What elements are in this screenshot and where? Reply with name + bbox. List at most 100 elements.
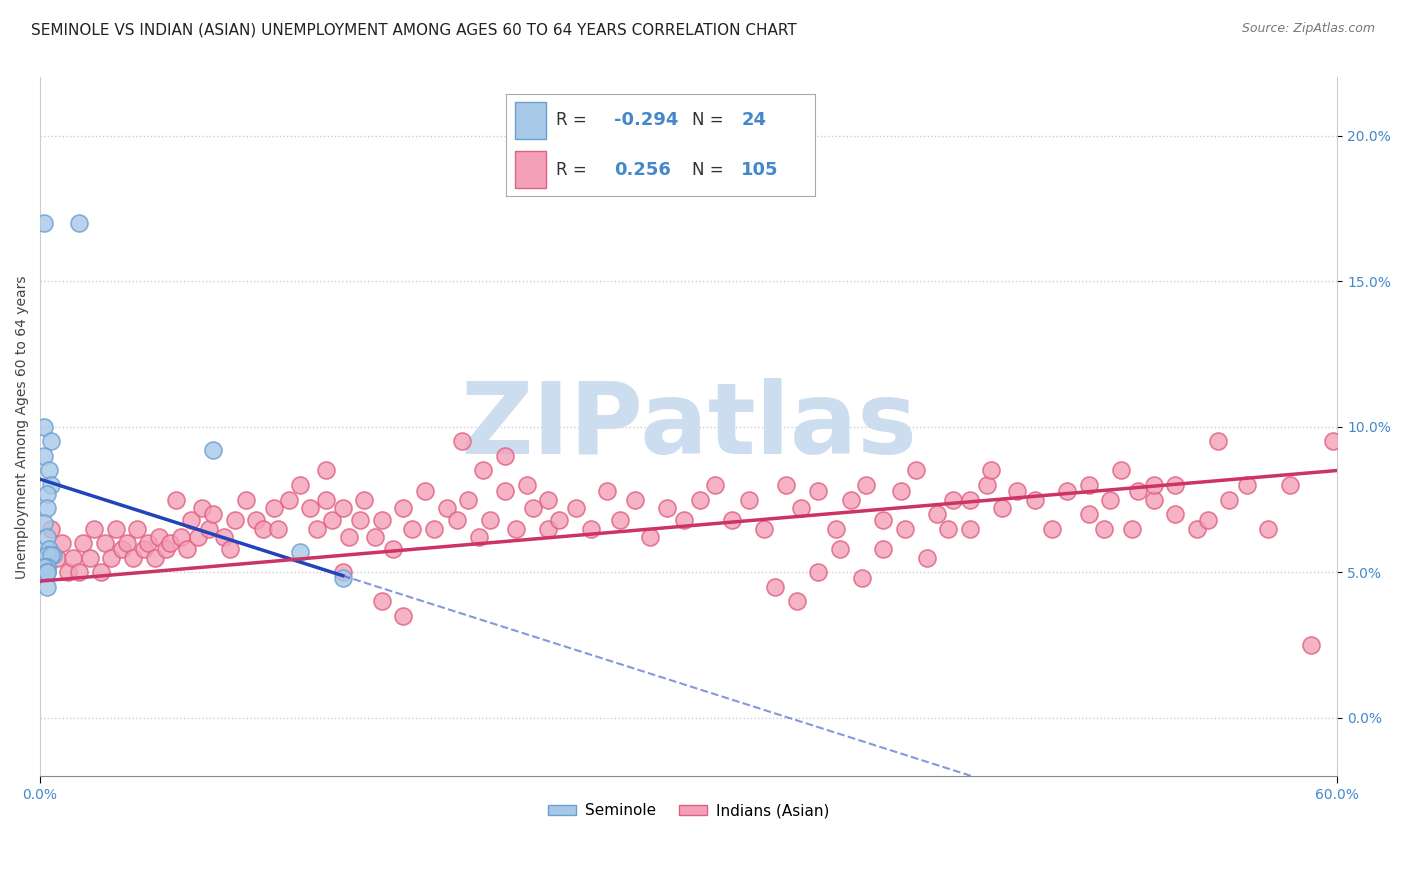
Point bbox=[35, 559, 58, 574]
Point bbox=[39, 434, 62, 449]
Text: R =: R = bbox=[555, 161, 586, 178]
Text: N =: N = bbox=[692, 161, 723, 178]
Point bbox=[457, 492, 479, 507]
Point bbox=[537, 492, 560, 507]
Point bbox=[890, 483, 912, 498]
Point bbox=[915, 550, 938, 565]
Point bbox=[581, 522, 603, 536]
Point bbox=[267, 522, 290, 536]
Point bbox=[67, 566, 90, 580]
Point bbox=[522, 501, 544, 516]
Point bbox=[132, 542, 155, 557]
Point bbox=[839, 492, 862, 507]
Point bbox=[1099, 492, 1122, 507]
Point bbox=[1007, 483, 1029, 498]
Text: 24: 24 bbox=[741, 112, 766, 129]
Point bbox=[197, 522, 219, 536]
Point bbox=[738, 492, 761, 507]
Point bbox=[115, 536, 138, 550]
Point bbox=[595, 483, 617, 498]
Y-axis label: Unemployment Among Ages 60 to 64 years: Unemployment Among Ages 60 to 64 years bbox=[15, 275, 30, 579]
Point bbox=[807, 483, 830, 498]
Point bbox=[1257, 522, 1279, 536]
Point bbox=[1218, 492, 1240, 507]
Point bbox=[42, 548, 65, 562]
Point bbox=[494, 483, 516, 498]
Point bbox=[478, 513, 501, 527]
Legend: Seminole, Indians (Asian): Seminole, Indians (Asian) bbox=[543, 797, 835, 824]
Point bbox=[565, 501, 588, 516]
Point bbox=[505, 522, 527, 536]
Point bbox=[305, 522, 328, 536]
Point bbox=[1208, 434, 1230, 449]
Point bbox=[180, 513, 202, 527]
FancyBboxPatch shape bbox=[516, 151, 547, 188]
Point bbox=[35, 580, 58, 594]
Point bbox=[337, 531, 360, 545]
Point bbox=[38, 463, 60, 477]
Point bbox=[155, 542, 177, 557]
Text: ZIPatlas: ZIPatlas bbox=[460, 378, 917, 475]
Point bbox=[786, 594, 808, 608]
Point bbox=[1164, 507, 1187, 521]
Point bbox=[1077, 507, 1099, 521]
Point bbox=[468, 531, 491, 545]
Point bbox=[332, 566, 354, 580]
Point bbox=[288, 545, 311, 559]
Point bbox=[1128, 483, 1150, 498]
Point bbox=[67, 216, 90, 230]
Point bbox=[58, 566, 80, 580]
Point bbox=[1142, 478, 1164, 492]
Point bbox=[472, 463, 495, 477]
Text: N =: N = bbox=[692, 112, 723, 129]
Point bbox=[894, 522, 917, 536]
Point bbox=[191, 501, 214, 516]
Point bbox=[321, 513, 343, 527]
Point bbox=[851, 571, 873, 585]
Point bbox=[315, 463, 337, 477]
Point bbox=[104, 522, 127, 536]
Text: 105: 105 bbox=[741, 161, 779, 178]
Point bbox=[392, 609, 415, 624]
Point bbox=[100, 550, 122, 565]
Point bbox=[371, 594, 394, 608]
Point bbox=[62, 550, 84, 565]
Point bbox=[980, 463, 1002, 477]
Point bbox=[263, 501, 285, 516]
Point bbox=[609, 513, 631, 527]
Point bbox=[763, 580, 786, 594]
Text: SEMINOLE VS INDIAN (ASIAN) UNEMPLOYMENT AMONG AGES 60 TO 64 YEARS CORRELATION CH: SEMINOLE VS INDIAN (ASIAN) UNEMPLOYMENT … bbox=[31, 22, 797, 37]
Point bbox=[959, 492, 981, 507]
Point bbox=[94, 536, 117, 550]
Point bbox=[136, 536, 159, 550]
Point bbox=[187, 531, 209, 545]
Point bbox=[413, 483, 436, 498]
Point bbox=[790, 501, 813, 516]
Point bbox=[494, 449, 516, 463]
Point bbox=[35, 566, 58, 580]
Point bbox=[165, 492, 187, 507]
Point bbox=[34, 449, 56, 463]
Point bbox=[143, 550, 166, 565]
Point bbox=[176, 542, 198, 557]
Point bbox=[38, 542, 60, 557]
Point bbox=[159, 536, 181, 550]
Point bbox=[72, 536, 94, 550]
Point bbox=[35, 501, 58, 516]
Point bbox=[807, 566, 830, 580]
Point bbox=[79, 550, 101, 565]
Text: R =: R = bbox=[555, 112, 586, 129]
Point bbox=[976, 478, 998, 492]
Point bbox=[381, 542, 404, 557]
Point bbox=[277, 492, 299, 507]
Point bbox=[202, 443, 225, 458]
Point bbox=[1109, 463, 1132, 477]
Point bbox=[235, 492, 257, 507]
Point bbox=[991, 501, 1014, 516]
Point bbox=[224, 513, 246, 527]
Point bbox=[371, 513, 394, 527]
Point bbox=[855, 478, 877, 492]
Point bbox=[51, 536, 73, 550]
Point bbox=[90, 566, 112, 580]
Point bbox=[332, 501, 354, 516]
